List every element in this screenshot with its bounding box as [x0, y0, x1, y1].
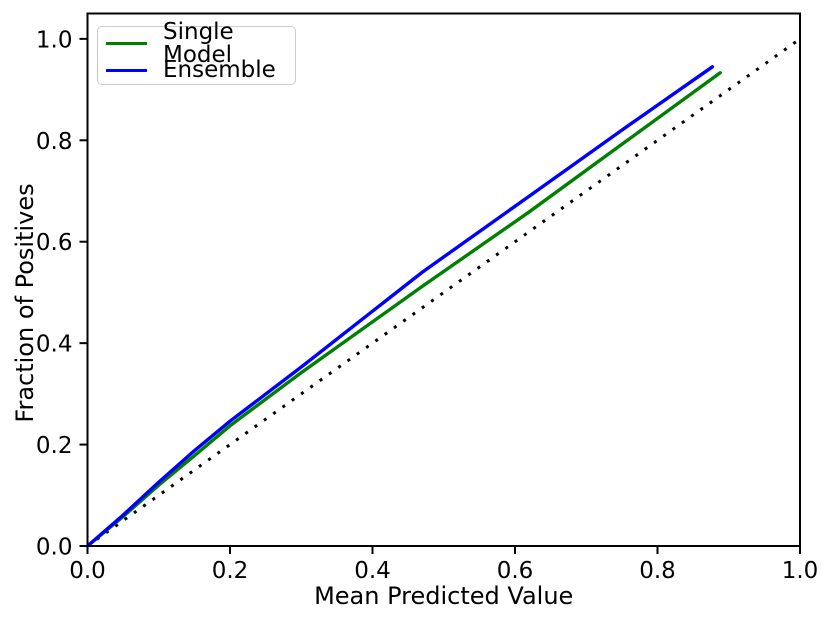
x-tick-label: 0.8	[639, 558, 676, 584]
legend-box: Single Model Ensemble	[97, 20, 296, 85]
series-layer	[85, 37, 801, 548]
x-tick-label: 0.4	[354, 558, 391, 584]
x-tick-label: 0.0	[69, 558, 106, 584]
series-line-ensemble	[85, 65, 715, 548]
y-tick-label: 0.8	[36, 129, 73, 155]
series-line-diagonal-reference	[86, 37, 801, 548]
y-tick-label: 0.2	[36, 433, 73, 459]
legend-label-ensemble: Ensemble	[163, 57, 276, 83]
x-axis-label: Mean Predicted Value	[314, 582, 573, 610]
y-tick-label: 1.0	[36, 27, 73, 53]
y-tick-label: 0.6	[36, 230, 73, 256]
legend-item-ensemble: Ensemble	[106, 57, 295, 84]
legend-line-sample-green	[106, 41, 147, 46]
y-axis-label: Fraction of Positives	[11, 183, 39, 422]
x-tick-label: 1.0	[782, 558, 819, 584]
ticks-layer: 0.0 0.2 0.4 0.6 0.8 1.0 0.0 0.2 0.4 0.6 0.8 1.0	[36, 27, 818, 584]
x-tick-label: 0.2	[212, 558, 249, 584]
x-tick-label: 0.6	[497, 558, 534, 584]
legend-line-sample-blue	[106, 68, 147, 73]
axes-frame	[86, 12, 801, 547]
y-tick-label: 0.4	[36, 332, 73, 358]
y-tick-label: 0.0	[36, 535, 73, 561]
series-line-single-model	[85, 71, 722, 548]
legend-label-single-model: Single Model	[163, 18, 234, 68]
legend-item-single-model: Single Model	[106, 20, 295, 66]
